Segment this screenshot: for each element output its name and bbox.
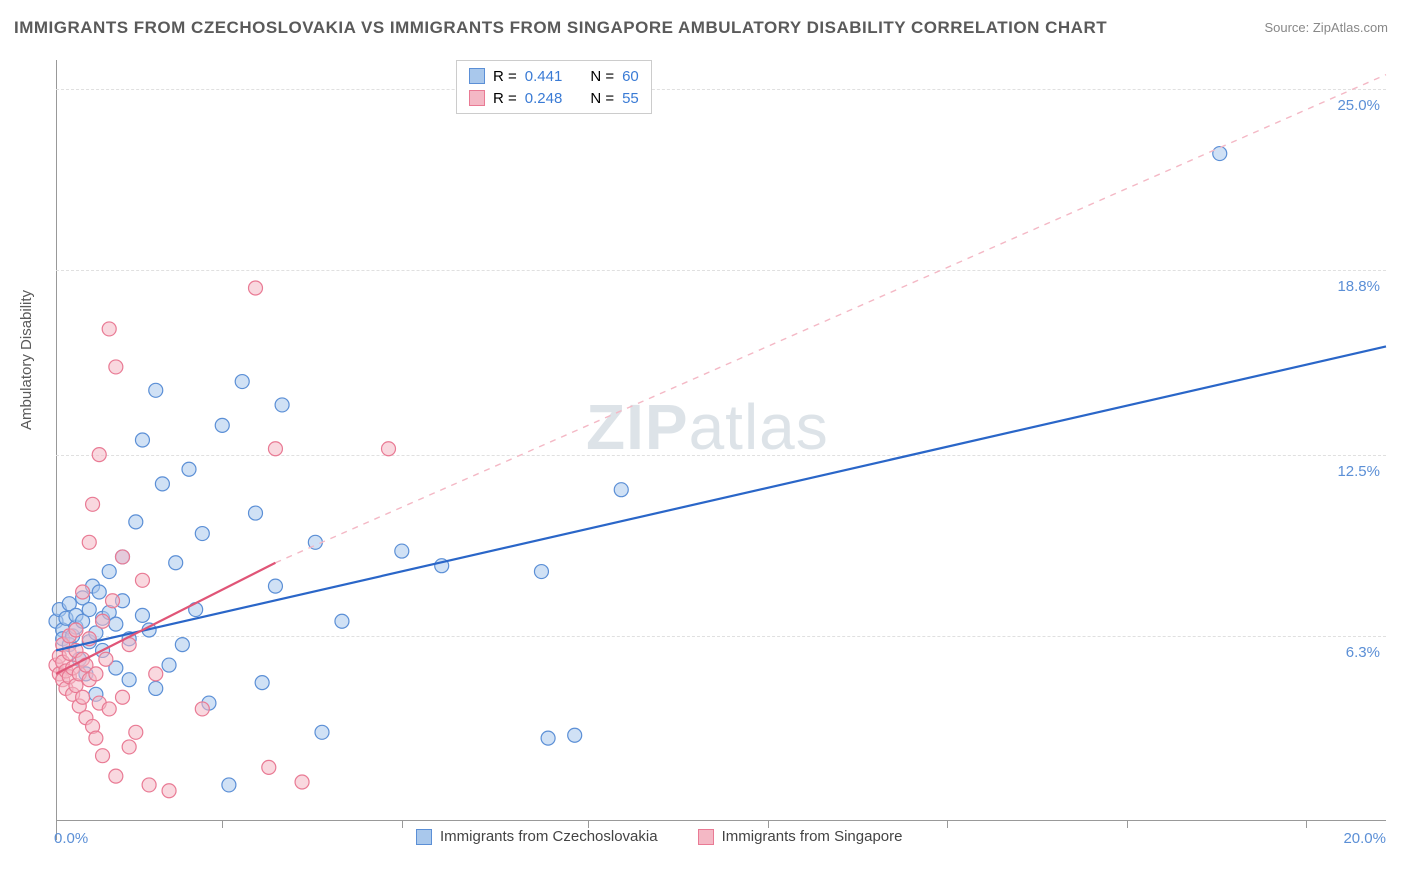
data-point [195, 527, 209, 541]
r-label: R = [493, 68, 517, 85]
data-point [135, 608, 149, 622]
data-point [249, 281, 263, 295]
data-point [568, 728, 582, 742]
data-point [82, 535, 96, 549]
data-point [122, 740, 136, 754]
legend-item: Immigrants from Singapore [698, 828, 903, 845]
data-point [195, 702, 209, 716]
data-point [155, 477, 169, 491]
data-point [135, 433, 149, 447]
data-point [86, 497, 100, 511]
data-point [142, 778, 156, 792]
swatch-pink [469, 90, 485, 106]
plot-area: ZIPatlas R = 0.441 N = 60 R = 0.248 N = … [56, 60, 1386, 840]
data-point [99, 652, 113, 666]
data-point [116, 690, 130, 704]
data-point [162, 784, 176, 798]
r-value-pink: 0.248 [525, 90, 563, 107]
data-point [149, 667, 163, 681]
n-value-blue: 60 [622, 68, 639, 85]
legend-stats-row: R = 0.248 N = 55 [469, 87, 639, 109]
data-point [162, 658, 176, 672]
data-point [82, 603, 96, 617]
data-point [268, 442, 282, 456]
data-point [262, 760, 276, 774]
data-point [109, 360, 123, 374]
data-point [295, 775, 309, 789]
r-label: R = [493, 90, 517, 107]
data-point [116, 550, 130, 564]
data-point [135, 573, 149, 587]
swatch-pink [698, 829, 714, 845]
data-point [122, 673, 136, 687]
data-point [76, 585, 90, 599]
data-point [92, 585, 106, 599]
data-point [175, 638, 189, 652]
legend-label: Immigrants from Singapore [722, 828, 903, 845]
data-point [182, 462, 196, 476]
data-point [89, 667, 103, 681]
swatch-blue [469, 68, 485, 84]
data-point [235, 375, 249, 389]
data-point [268, 579, 282, 593]
data-point [76, 690, 90, 704]
x-tick-start: 0.0% [54, 830, 88, 847]
data-point [89, 731, 103, 745]
legend-stats: R = 0.441 N = 60 R = 0.248 N = 55 [456, 60, 652, 114]
data-point [102, 702, 116, 716]
data-point [169, 556, 183, 570]
data-point [335, 614, 349, 628]
data-point [102, 322, 116, 336]
data-point [149, 681, 163, 695]
legend-item: Immigrants from Czechoslovakia [416, 828, 658, 845]
source-attribution: Source: ZipAtlas.com [1264, 20, 1388, 35]
data-point [96, 614, 110, 628]
y-tick-label: 18.8% [1337, 278, 1380, 295]
data-point [102, 565, 116, 579]
data-point [149, 383, 163, 397]
data-point [69, 623, 83, 637]
data-point [255, 676, 269, 690]
data-point [215, 418, 229, 432]
data-point [222, 778, 236, 792]
data-point [129, 515, 143, 529]
data-point [109, 769, 123, 783]
legend-stats-row: R = 0.441 N = 60 [469, 65, 639, 87]
chart-title: IMMIGRANTS FROM CZECHOSLOVAKIA VS IMMIGR… [14, 18, 1107, 38]
y-tick-label: 12.5% [1337, 463, 1380, 480]
chart-svg [56, 60, 1386, 840]
legend-label: Immigrants from Czechoslovakia [440, 828, 658, 845]
legend-series: Immigrants from Czechoslovakia Immigrant… [416, 828, 902, 845]
data-point [129, 725, 143, 739]
n-label: N = [590, 68, 614, 85]
n-label: N = [590, 90, 614, 107]
x-tick-end: 20.0% [1343, 830, 1386, 847]
data-point [395, 544, 409, 558]
swatch-blue [416, 829, 432, 845]
y-axis-label: Ambulatory Disability [18, 290, 35, 430]
data-point [92, 448, 106, 462]
data-point [315, 725, 329, 739]
data-point [1213, 147, 1227, 161]
n-value-pink: 55 [622, 90, 639, 107]
data-point [249, 506, 263, 520]
trend-line [56, 346, 1386, 650]
y-tick-label: 25.0% [1337, 97, 1380, 114]
data-point [275, 398, 289, 412]
r-value-blue: 0.441 [525, 68, 563, 85]
data-point [534, 565, 548, 579]
data-point [382, 442, 396, 456]
data-point [96, 749, 110, 763]
data-point [106, 594, 120, 608]
data-point [109, 617, 123, 631]
data-point [614, 483, 628, 497]
data-point [541, 731, 555, 745]
y-tick-label: 6.3% [1346, 644, 1380, 661]
